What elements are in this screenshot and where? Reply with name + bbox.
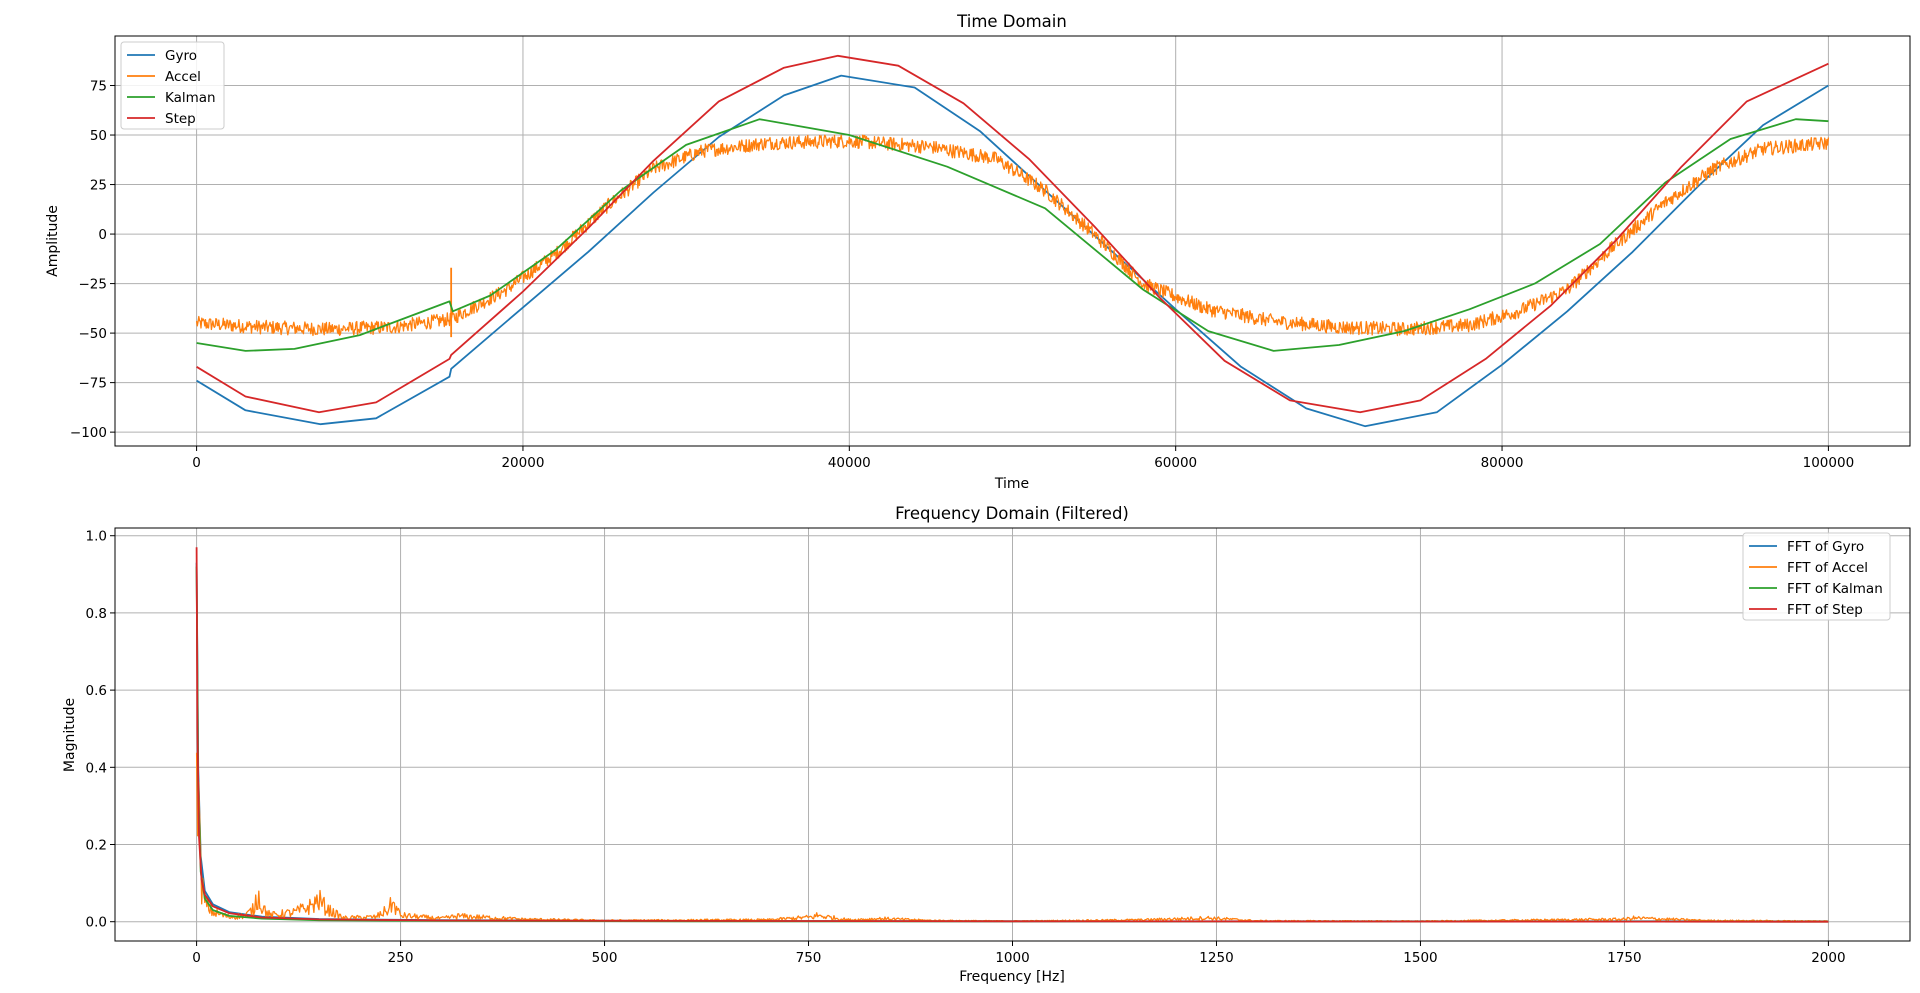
- x-tick-label: 500: [592, 950, 618, 966]
- y-tick-label: −25: [79, 277, 108, 293]
- y-tick-label: 25: [90, 178, 107, 194]
- series-line-accel: [195, 134, 1830, 337]
- x-tick-label: 20000: [501, 455, 544, 471]
- x-tick-label: 40000: [828, 455, 871, 471]
- x-tick-label: 1000: [995, 950, 1029, 966]
- legend-box: [1742, 532, 1891, 621]
- frequency-domain-series: [195, 547, 1829, 923]
- time-domain-chart: 0 20000 40000 60000 80000 100000 −100 −75 −50 −25…: [45, 12, 1911, 492]
- time-domain-frame: [114, 35, 1911, 447]
- x-tick-label: 250: [388, 950, 414, 966]
- legend-label: Gyro: [165, 48, 197, 64]
- legend-label: Step: [165, 111, 196, 127]
- time-domain-plot-area: [115, 36, 1910, 446]
- x-tick-label: 80000: [1481, 455, 1524, 471]
- y-tick-label: 50: [90, 128, 107, 144]
- y-tick-label: 0.4: [86, 760, 107, 776]
- y-tick-label: 0.0: [86, 915, 107, 931]
- series-line-kalman: [196, 118, 1829, 352]
- x-tick-label: 2000: [1811, 950, 1845, 966]
- x-tick-label: 0: [192, 455, 201, 471]
- legend-label: FFT of Gyro: [1787, 539, 1864, 555]
- x-tick-label: 750: [796, 950, 822, 966]
- y-tick-label: −100: [70, 425, 107, 441]
- frequency-domain-legend: FFT of Gyro FFT of Accel FFT of Kalman FFT …: [1742, 532, 1891, 621]
- time-domain-title: Time Domain: [956, 12, 1067, 31]
- legend-label: Kalman: [165, 90, 216, 106]
- y-tick-label: 0: [98, 227, 107, 243]
- legend-label: FFT of Accel: [1787, 560, 1868, 576]
- y-tick-label: 1.0: [86, 529, 107, 545]
- time-domain-legend: Gyro Accel Kalman Step: [120, 41, 225, 130]
- frequency-domain-ylabel: Magnitude: [62, 698, 78, 772]
- legend-label: Accel: [165, 69, 201, 85]
- series-line-fft-of-step: [195, 547, 1829, 923]
- x-tick-label: 100000: [1803, 455, 1855, 471]
- time-domain-ticks: 0 20000 40000 60000 80000 100000 −100 −75 −50 −25…: [70, 79, 1854, 471]
- y-tick-label: −75: [79, 376, 108, 392]
- legend-label: FFT of Kalman: [1787, 581, 1883, 597]
- x-tick-label: 1500: [1403, 950, 1437, 966]
- frequency-domain-ticks: 0 250 500 750 1000 1250 1500 1750 2000 0.0 0.2 0.4 0…: [86, 529, 1846, 966]
- series-line-gyro: [196, 74, 1829, 428]
- series-line-step: [196, 54, 1829, 414]
- legend-box: [120, 41, 225, 130]
- time-domain-grid: [115, 36, 1910, 446]
- time-domain-series: [195, 54, 1830, 428]
- legend-label: FFT of Step: [1787, 602, 1863, 618]
- x-tick-label: 1750: [1607, 950, 1641, 966]
- y-tick-label: 0.6: [86, 683, 107, 699]
- time-domain-ylabel: Amplitude: [45, 205, 61, 277]
- x-tick-label: 1250: [1199, 950, 1233, 966]
- frequency-domain-title: Frequency Domain (Filtered): [895, 504, 1129, 523]
- y-tick-label: 75: [90, 79, 107, 95]
- y-tick-label: −50: [79, 326, 108, 342]
- y-tick-label: 0.8: [86, 606, 107, 622]
- x-tick-label: 60000: [1154, 455, 1197, 471]
- frequency-domain-chart: 0 250 500 750 1000 1250 1500 1750 2000 0.0 0.2 0.4 0…: [62, 504, 1911, 985]
- x-tick-label: 0: [192, 950, 201, 966]
- time-domain-xlabel: Time: [994, 476, 1029, 492]
- y-tick-label: 0.2: [86, 838, 107, 854]
- frequency-domain-xlabel: Frequency [Hz]: [959, 969, 1065, 985]
